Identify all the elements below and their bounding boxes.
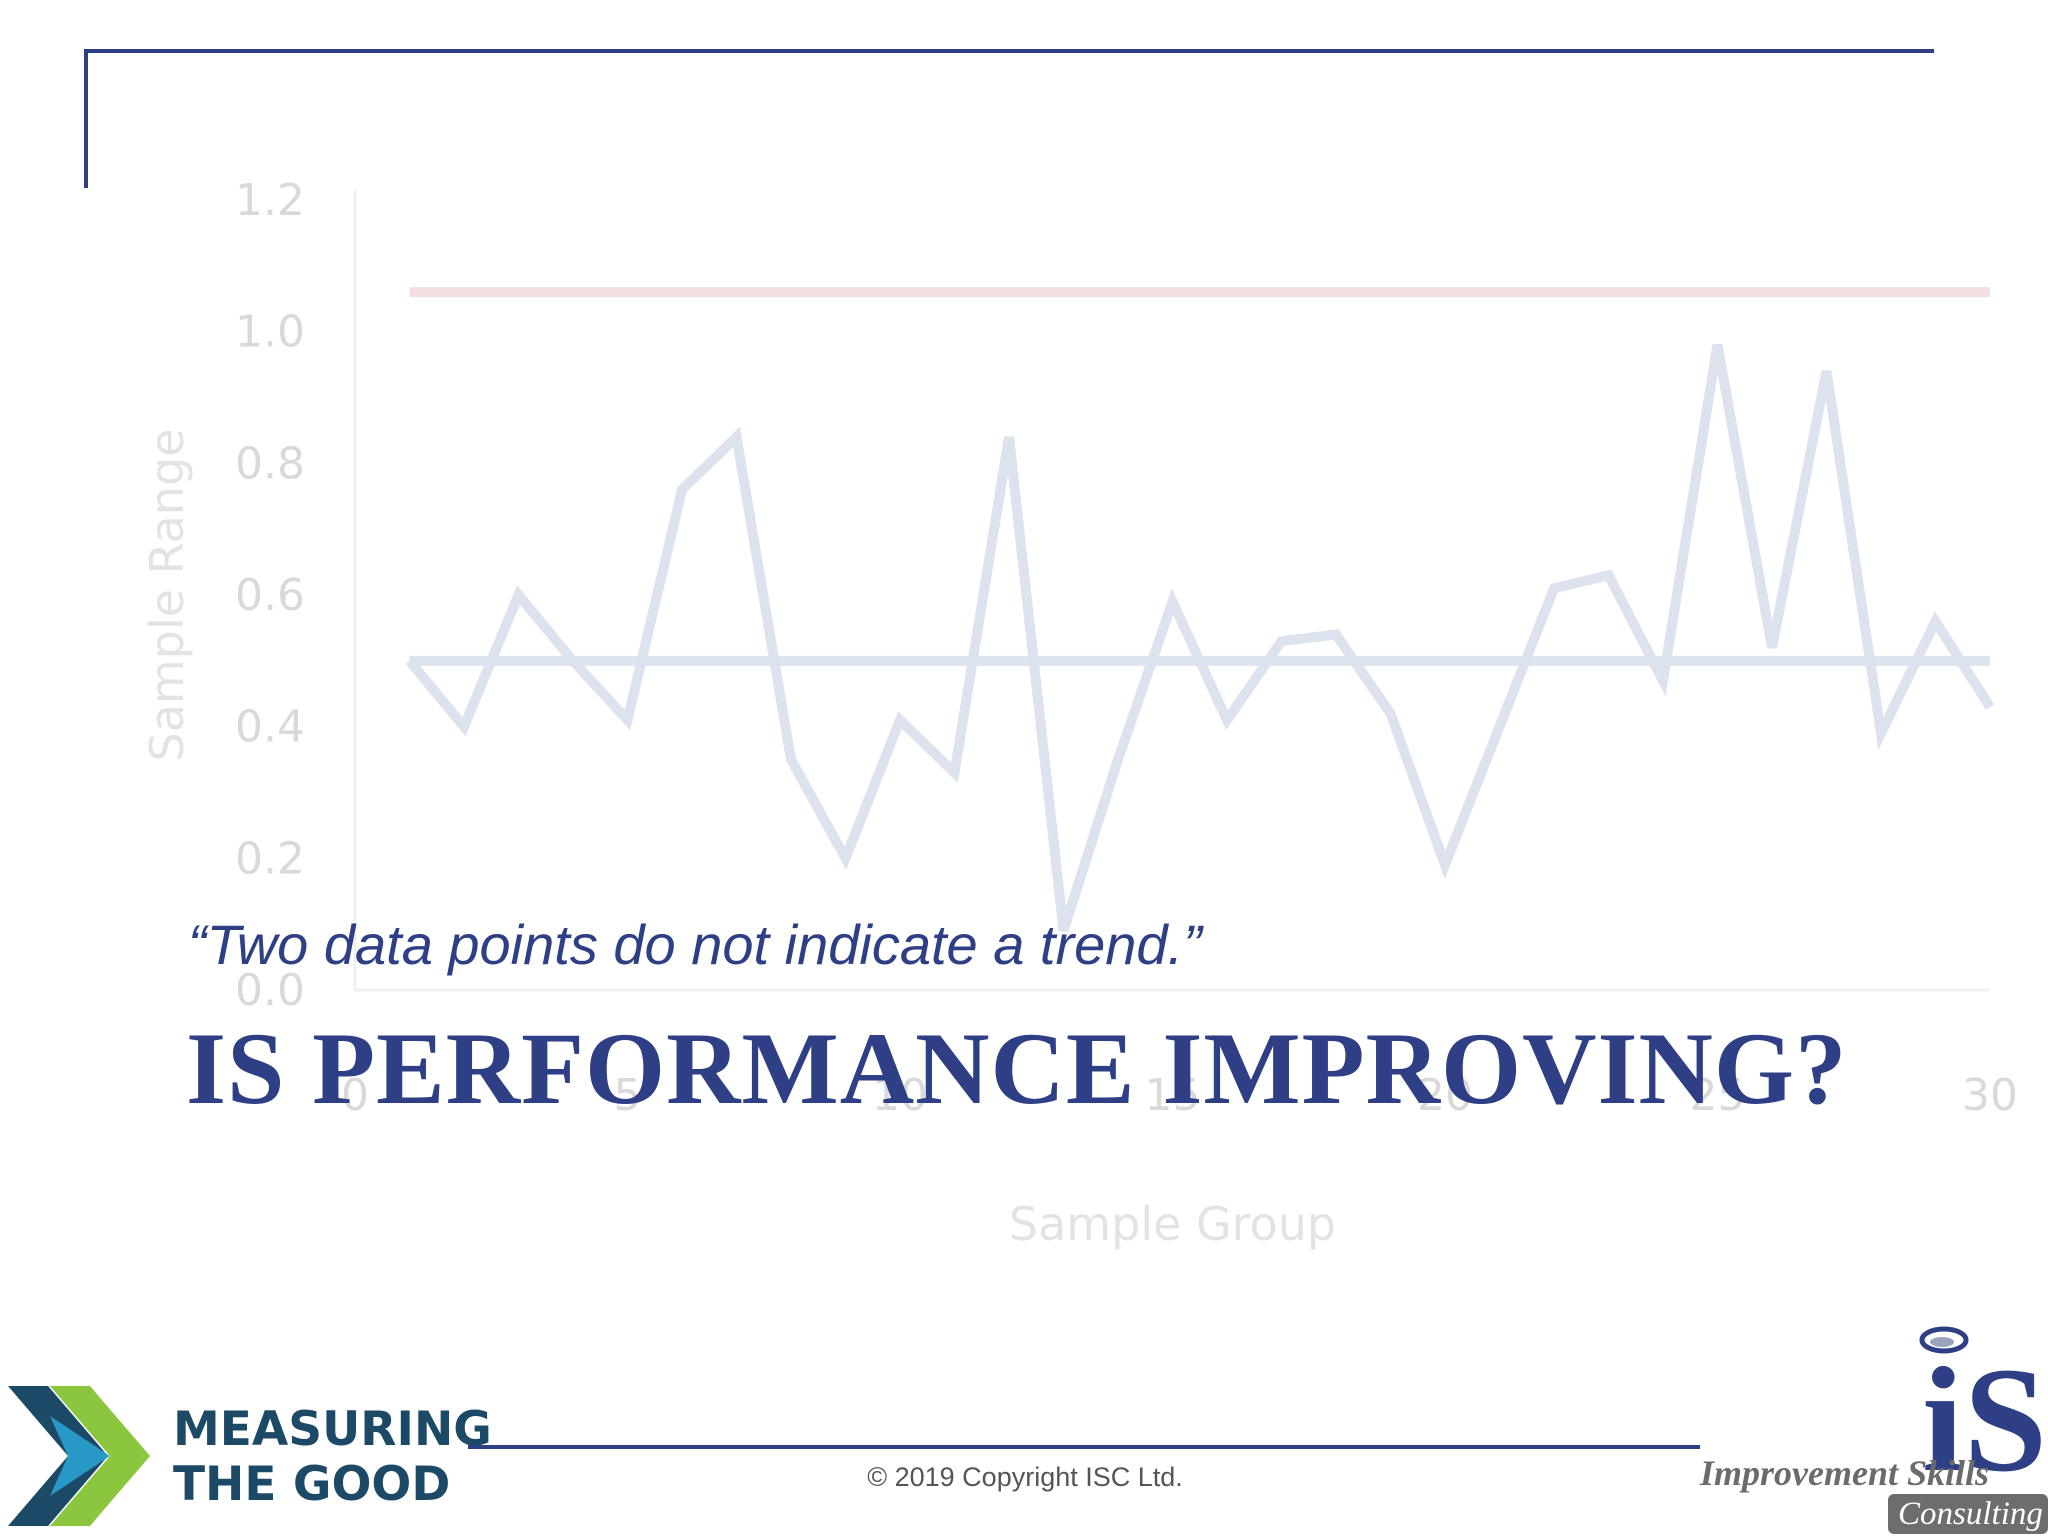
copyright-notice: © 2019 Copyright ISC Ltd.	[867, 1462, 1183, 1492]
y-tick-label: 0.4	[235, 702, 305, 753]
y-tick-label: 0.2	[235, 833, 305, 884]
x-tick-label: 20	[1417, 1070, 1473, 1121]
improvement-skills-consulting-logo: iS Improvement Skills Consulting	[1699, 1326, 2048, 1534]
double-chevron-icon	[8, 1386, 150, 1526]
sample-range-series-line	[405, 343, 1995, 933]
x-axis-title: Sample Group	[1009, 1197, 1336, 1251]
swirl-icon	[1919, 1326, 1969, 1354]
isc-mark: iS	[1922, 1337, 2047, 1503]
y-axis-title: Sample Range	[140, 429, 194, 762]
frame-left-rule	[84, 49, 88, 188]
frame-top-rule	[84, 49, 1934, 53]
x-tick-label: 15	[1145, 1070, 1201, 1121]
x-tick-label: 25	[1690, 1070, 1746, 1121]
slide-title: IS PERFORMANCE IMPROVING?	[186, 1012, 1848, 1126]
logo-line-the-good: THE GOOD	[173, 1457, 451, 1512]
x-tick-label: 30	[1962, 1070, 2018, 1121]
isc-line-improvement-skills: Improvement Skills	[1699, 1453, 1989, 1493]
footer-rule	[468, 1445, 1700, 1449]
measuring-the-good-logo: MEASURING THE GOOD	[0, 1378, 492, 1536]
y-tick-label: 1.2	[235, 175, 305, 226]
consulting-badge	[1888, 1494, 2048, 1534]
x-tick-label: 0	[341, 1070, 369, 1121]
trend-quote: “Two data points do not indicate a trend…	[188, 913, 1202, 976]
logo-line-measuring: MEASURING	[173, 1402, 492, 1457]
y-tick-label: 0.6	[235, 570, 305, 621]
isc-line-consulting: Consulting	[1898, 1496, 2043, 1532]
y-tick-label: 0.0	[235, 965, 305, 1016]
y-tick-label: 1.0	[235, 307, 305, 358]
y-tick-label: 0.8	[235, 438, 305, 489]
x-tick-label: 5	[614, 1070, 642, 1121]
range-control-chart: 0.0 0.2 0.4 0.6 0.8 1.0 1.2 0 5 10 15 20 25 30 Sample …	[140, 175, 2018, 1251]
x-tick-label: 10	[872, 1070, 928, 1121]
